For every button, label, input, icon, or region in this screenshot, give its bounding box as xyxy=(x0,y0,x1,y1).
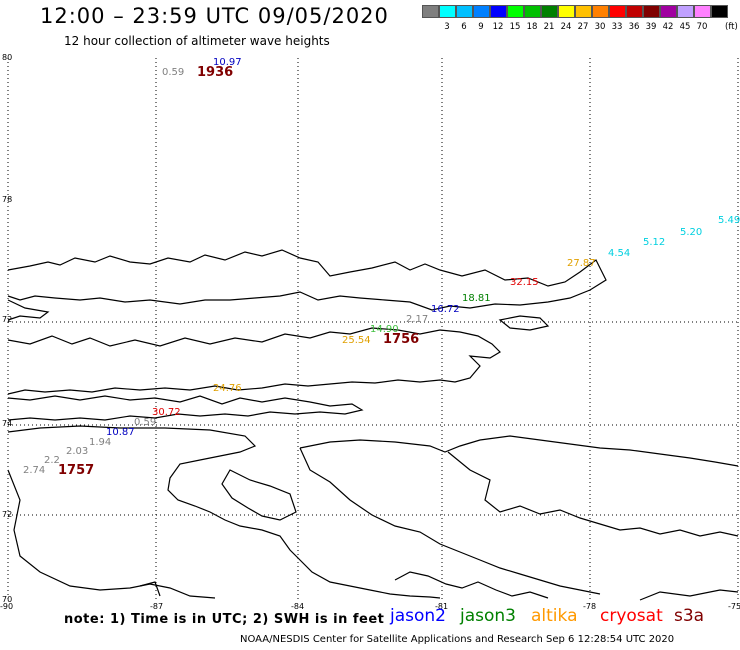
credit-line: NOAA/NESDIS Center for Satellite Applica… xyxy=(240,634,674,645)
wave-height-observations: 0.59 193610.975.495.205.124.5427.8732.151… xyxy=(23,57,740,478)
swh-observation-label: 2.17 xyxy=(406,314,428,325)
lat-label-80: 80 xyxy=(2,53,12,62)
lat-label-74: 74 xyxy=(2,419,12,428)
legend-jason2: jason2 xyxy=(390,606,446,626)
lon-label-75: -75 xyxy=(728,602,740,611)
swh-observation-label: 5.49 xyxy=(718,215,740,226)
legend-cryosat: cryosat xyxy=(600,606,663,626)
swh-observation-label: 24.76 xyxy=(213,383,242,394)
legend-altika: altika xyxy=(531,606,578,626)
latitude-labels: 80 78 72 74 72 70 xyxy=(2,53,12,604)
swh-observation-label: 18.81 xyxy=(462,293,491,304)
lon-label-84: -84 xyxy=(291,602,304,611)
swh-observation-label: 27.87 xyxy=(567,258,596,269)
swh-observation-label: 1.94 xyxy=(89,437,111,448)
swh-observation-label: 2.74 xyxy=(23,465,45,476)
swh-observation-label: 5.12 xyxy=(643,237,665,248)
swh-observation-label: 30.72 xyxy=(152,407,181,418)
legend-s3a: s3a xyxy=(674,606,704,626)
lat-label-72: 72 xyxy=(2,510,12,519)
swh-observation-label: 32.15 xyxy=(510,277,539,288)
swh-observation-label: 4.54 xyxy=(608,248,630,259)
swh-observation-label: 25.54 xyxy=(342,335,371,346)
lon-label-87: -87 xyxy=(150,602,163,611)
swh-observation-label: 1757 xyxy=(58,463,94,478)
swh-observation-label: 16.72 xyxy=(431,304,460,315)
lon-label-90: -90 xyxy=(0,602,13,611)
lon-label-78: -78 xyxy=(583,602,596,611)
swh-observation-label: 0.59 xyxy=(162,67,184,78)
lat-label-76: 72 xyxy=(2,315,12,324)
swh-observation-label: 10.97 xyxy=(213,57,242,68)
swh-observation-label: 0.59 xyxy=(134,417,156,428)
swh-observation-label: 1756 xyxy=(383,332,419,347)
lat-label-78: 78 xyxy=(2,195,12,204)
swh-observation-label: 2.03 xyxy=(66,446,88,457)
legend-jason3: jason3 xyxy=(460,606,516,626)
units-note: note: 1) Time is in UTC; 2) SWH is in fe… xyxy=(64,612,384,627)
wave-height-map: 80 78 72 74 72 70 -90 -87 -84 -81 -78 -7… xyxy=(0,0,740,650)
swh-observation-label: 5.20 xyxy=(680,227,702,238)
